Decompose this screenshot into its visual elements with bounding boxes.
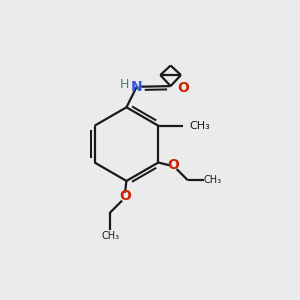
Text: O: O: [119, 189, 131, 203]
Text: H: H: [120, 78, 129, 91]
Text: N: N: [131, 80, 142, 94]
Text: O: O: [167, 158, 179, 172]
Text: O: O: [177, 81, 189, 94]
Text: CH₃: CH₃: [189, 121, 210, 131]
Text: CH₃: CH₃: [101, 231, 119, 241]
Text: CH₃: CH₃: [204, 175, 222, 185]
